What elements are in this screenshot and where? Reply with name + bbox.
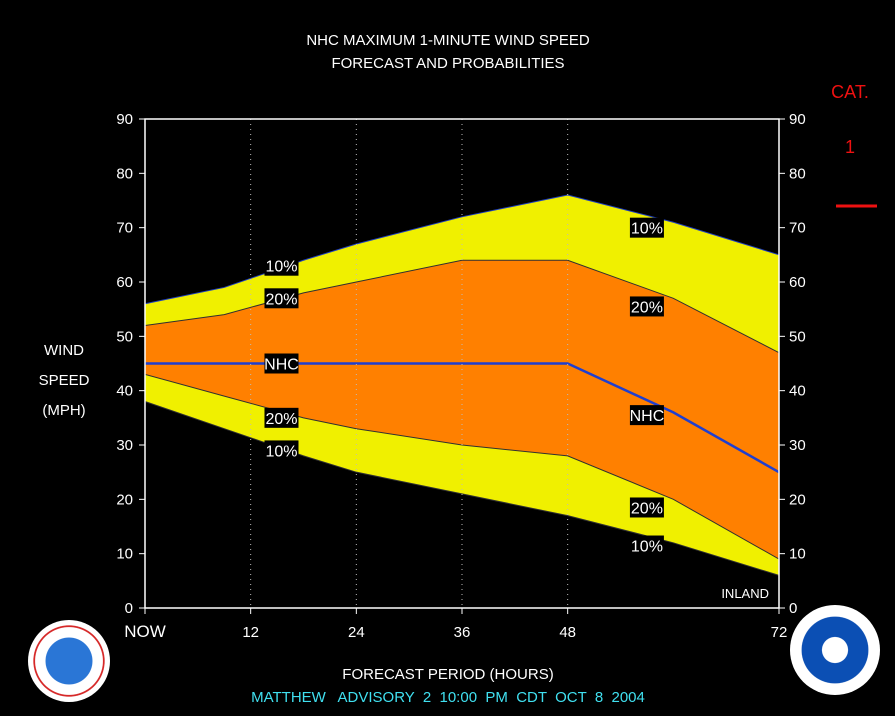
band-label: 20%: [265, 291, 297, 308]
band-label: 10%: [631, 539, 663, 556]
band-label: 10%: [265, 443, 297, 460]
band-label-box: [264, 288, 299, 309]
band-label: 20%: [631, 500, 663, 517]
y-tick-label-left: 60: [116, 274, 133, 291]
x-tick-label: 12: [242, 624, 259, 641]
band-label-box: [264, 353, 299, 374]
band-label-box: [264, 255, 299, 276]
y-tick-label-left: 10: [116, 546, 133, 563]
y-axis-label-line-1: WIND: [44, 342, 84, 359]
y-tick-label-right: 20: [789, 491, 806, 508]
band-label: 20%: [265, 411, 297, 428]
y-tick-label-right: 50: [789, 328, 806, 345]
y-tick-label-right: 80: [789, 165, 806, 182]
y-tick-label-left: 50: [116, 328, 133, 345]
y-tick-label-left: 40: [116, 383, 133, 400]
x-tick-label: 48: [559, 624, 576, 641]
chart-title: NHC MAXIMUM 1-MINUTE WIND SPEED: [306, 32, 590, 49]
band-label-box: [629, 497, 664, 518]
x-tick-label: 24: [348, 624, 365, 641]
band-label: 10%: [265, 259, 297, 276]
advisory-line: MATTHEW ADVISORY 2 10:00 PM CDT OCT 8 20…: [251, 689, 645, 706]
x-tick-label: 36: [454, 624, 471, 641]
y-axis-label-line-3: (MPH): [42, 402, 85, 419]
line-lower-20-percent: [144, 373, 780, 560]
band-label: NHC: [630, 408, 665, 425]
band-label: 10%: [631, 221, 663, 238]
band-label-box: [629, 217, 664, 238]
band-label-box: [629, 296, 664, 317]
band-label: NHC: [264, 357, 299, 374]
band-label-box: [264, 407, 299, 428]
y-axis-label-line-2: SPEED: [39, 372, 90, 389]
band-label-box: [629, 405, 664, 426]
y-tick-label-right: 40: [789, 383, 806, 400]
y-tick-label-left: 80: [116, 165, 133, 182]
plot-area: 0 0 10 10 20 20 30 30 40 40 50 50 60 60 70 70 80 80 90 90 NO…: [116, 111, 805, 641]
y-tick-label-right: 60: [789, 274, 806, 291]
x-tick-label: 72: [771, 624, 788, 641]
band-label: 20%: [631, 299, 663, 316]
y-tick-label-right: 30: [789, 437, 806, 454]
y-tick-label-left: 20: [116, 491, 133, 508]
line-nhc-forecast: [145, 362, 780, 474]
category-value: 1: [845, 137, 855, 157]
y-tick-label-left: 70: [116, 220, 133, 237]
y-tick-label-left: 30: [116, 437, 133, 454]
y-tick-label-left: 90: [116, 111, 133, 128]
x-tick-label: NOW: [124, 622, 166, 641]
chart-subtitle: FORECAST AND PROBABILITIES: [331, 55, 564, 72]
line-upper-20-percent: [144, 259, 780, 354]
nws-seal-icon: [28, 620, 110, 702]
band-label-box: [264, 440, 299, 461]
band-label-box: [629, 535, 664, 556]
y-tick-label-left: 0: [125, 600, 133, 617]
y-tick-label-right: 90: [789, 111, 806, 128]
inland-label: INLAND: [721, 586, 769, 601]
y-tick-label-right: 10: [789, 546, 806, 563]
category-header: CAT.: [831, 82, 869, 102]
noaa-seal-icon: [790, 605, 880, 695]
y-tick-label-right: 70: [789, 220, 806, 237]
x-axis-label: FORECAST PERIOD (HOURS): [342, 666, 553, 683]
y-tick-label-right: 0: [789, 600, 797, 617]
